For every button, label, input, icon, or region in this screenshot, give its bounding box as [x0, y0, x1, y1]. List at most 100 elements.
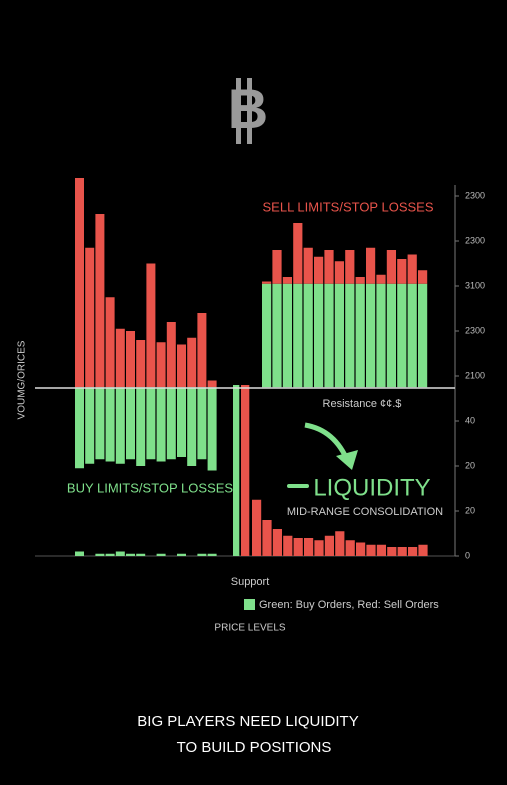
bar — [272, 529, 282, 556]
bar — [75, 551, 84, 556]
y-axis-label: VOUMG/ORICES — [17, 340, 28, 419]
bar — [156, 553, 166, 556]
support-annotation: Support — [231, 576, 270, 588]
y-tick-label: 3100 — [465, 280, 485, 290]
svg-text:B: B — [228, 77, 268, 140]
bar — [75, 178, 84, 388]
liquidity-annotation: LIQUIDITY — [313, 474, 430, 501]
bar — [146, 387, 156, 460]
bar — [324, 283, 334, 388]
arrow-head — [336, 450, 358, 470]
bar — [335, 531, 345, 556]
bar — [334, 283, 344, 388]
bar — [418, 544, 428, 556]
bar — [303, 283, 313, 388]
bar — [177, 344, 186, 388]
bitcoin-logo: B — [228, 77, 268, 144]
bar — [241, 385, 250, 556]
bar — [293, 538, 303, 556]
x-axis-label: PRICE LEVELS — [214, 623, 285, 634]
bar — [207, 387, 217, 471]
y-tick-label: 40 — [465, 415, 475, 425]
bar — [345, 283, 355, 388]
sell-annotation: SELL LIMITS/STOP LOSSES — [263, 199, 434, 214]
bar — [262, 520, 272, 556]
bar — [303, 247, 313, 284]
bar — [356, 542, 366, 556]
bar — [156, 342, 166, 388]
bar — [283, 535, 293, 556]
y-tick-label: 2300 — [465, 235, 485, 245]
bar — [355, 277, 365, 284]
bar — [293, 223, 303, 284]
bar — [282, 277, 292, 284]
bar — [334, 261, 344, 284]
footer-line: BIG PLAYERS NEED LIQUIDITY — [137, 713, 358, 730]
bar — [366, 283, 376, 388]
bar — [314, 540, 324, 556]
y-tick-label: 20 — [465, 460, 475, 470]
bar — [136, 340, 146, 388]
bar — [126, 553, 135, 556]
bar — [324, 250, 334, 284]
bar — [95, 214, 105, 388]
bar — [324, 535, 334, 556]
bar — [136, 387, 146, 466]
bar — [386, 250, 396, 284]
bar — [115, 328, 125, 388]
bar — [397, 283, 407, 388]
bar — [115, 551, 125, 556]
bar — [397, 547, 407, 556]
bar — [293, 283, 303, 388]
bar — [366, 544, 376, 556]
bar — [85, 387, 95, 464]
bar — [156, 387, 166, 462]
bar — [187, 387, 197, 466]
bar — [166, 387, 176, 460]
bar — [304, 538, 314, 556]
bar — [177, 387, 186, 457]
bar — [105, 297, 115, 388]
bar — [376, 544, 386, 556]
bar — [345, 250, 355, 284]
bar — [197, 313, 207, 388]
dash — [287, 484, 309, 488]
buy-annotation: BUY LIMITS/STOP LOSSES — [67, 480, 234, 495]
resistance-annotation: Resistance ¢¢.$ — [323, 398, 402, 410]
bar — [187, 337, 197, 388]
bar — [207, 380, 217, 388]
bar — [126, 387, 135, 460]
legend-swatch — [244, 599, 255, 610]
bar — [355, 283, 365, 388]
y-tick-label: 0 — [465, 550, 470, 560]
bar — [262, 281, 272, 284]
bar — [85, 247, 95, 388]
y-tick-label: 2300 — [465, 325, 485, 335]
bar — [197, 387, 207, 460]
bar — [397, 259, 407, 284]
bar — [418, 270, 428, 284]
bar — [105, 387, 115, 462]
bars — [75, 178, 428, 556]
bar — [126, 331, 135, 388]
bar — [95, 553, 105, 556]
y-tick-label: 2300 — [465, 190, 485, 200]
bar — [408, 547, 418, 556]
bar — [177, 553, 186, 556]
bar — [75, 387, 84, 469]
bar — [252, 499, 262, 556]
bar — [407, 254, 417, 284]
y-tick-label: 2100 — [465, 370, 485, 380]
bar — [207, 553, 217, 556]
y-tick-label: 20 — [465, 505, 475, 515]
bar — [314, 283, 324, 388]
bar — [272, 283, 282, 388]
bar — [407, 283, 417, 388]
bar — [418, 283, 428, 388]
bar — [376, 283, 386, 388]
bar — [272, 250, 282, 284]
legend-label: Green: Buy Orders, Red: Sell Orders — [259, 599, 439, 611]
bar — [95, 387, 105, 460]
bar — [386, 283, 396, 388]
